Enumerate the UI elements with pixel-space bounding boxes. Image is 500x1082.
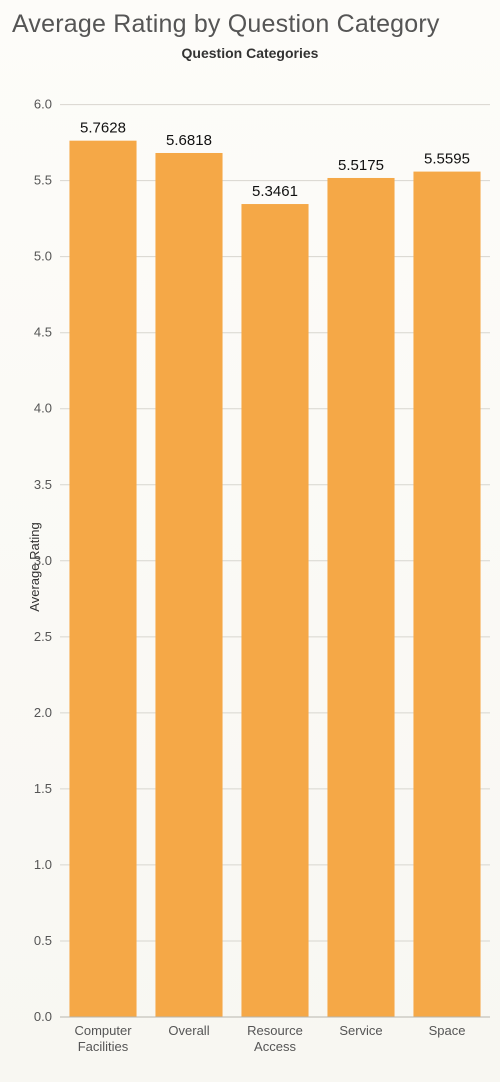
bar-value-label: 5.7628 — [80, 120, 126, 137]
y-tick-label: 1.0 — [34, 857, 52, 872]
y-tick-label: 2.5 — [34, 629, 52, 644]
x-category-label: Service — [339, 1023, 382, 1038]
y-tick-label: 5.0 — [34, 249, 52, 264]
y-tick-label: 6.0 — [34, 97, 52, 112]
bar — [155, 153, 222, 1017]
chart-container: Average Rating by Question Category Ques… — [0, 0, 500, 1082]
y-tick-label: 0.0 — [34, 1009, 52, 1024]
x-category-label: Facilities — [78, 1039, 129, 1054]
bar-value-label: 5.5175 — [338, 157, 384, 174]
bar — [69, 141, 136, 1017]
bar-chart-svg: 0.00.51.01.52.02.53.03.54.04.55.05.56.05… — [0, 67, 500, 1067]
y-axis-label: Average Rating — [27, 522, 42, 611]
chart-area: Average Rating 0.00.51.01.52.02.53.03.54… — [0, 67, 500, 1067]
bar-value-label: 5.3461 — [252, 183, 298, 200]
chart-subtitle: Question Categories — [0, 45, 500, 67]
y-tick-label: 3.5 — [34, 477, 52, 492]
y-tick-label: 1.5 — [34, 781, 52, 796]
y-tick-label: 5.5 — [34, 173, 52, 188]
bar — [327, 178, 394, 1017]
y-tick-label: 4.5 — [34, 325, 52, 340]
y-tick-label: 4.0 — [34, 401, 52, 416]
x-category-label: Overall — [168, 1023, 209, 1038]
chart-title: Average Rating by Question Category — [0, 0, 500, 45]
bar-value-label: 5.5595 — [424, 151, 470, 168]
y-tick-label: 2.0 — [34, 705, 52, 720]
x-category-label: Space — [429, 1023, 466, 1038]
x-category-label: Access — [254, 1039, 296, 1054]
y-tick-label: 0.5 — [34, 933, 52, 948]
bar — [241, 204, 308, 1017]
x-category-label: Computer — [74, 1023, 132, 1038]
x-category-label: Resource — [247, 1023, 303, 1038]
bar-value-label: 5.6818 — [166, 132, 212, 149]
bar — [413, 172, 480, 1017]
